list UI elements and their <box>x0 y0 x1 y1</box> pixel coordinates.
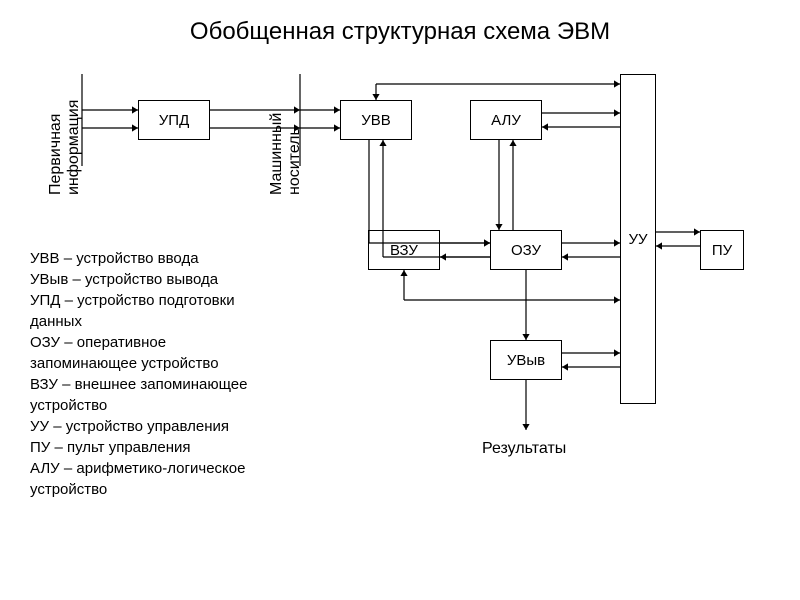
box-upd: УПД <box>138 100 210 140</box>
box-uvv: УВВ <box>340 100 412 140</box>
box-uvyv-label: УВыв <box>507 352 545 369</box>
box-ozu-label: ОЗУ <box>511 242 541 259</box>
results-label: Результаты <box>482 440 566 458</box>
box-alu: АЛУ <box>470 100 542 140</box>
box-uvv-label: УВВ <box>361 112 391 129</box>
vlabel-primary-2: информация <box>65 100 83 195</box>
vlabel-carrier-2: носитель <box>286 127 304 195</box>
box-pu-label: ПУ <box>712 242 732 259</box>
box-uvyv: УВыв <box>490 340 562 380</box>
diagram-title: Обобщенная структурная схема ЭВМ <box>0 18 800 46</box>
box-pu: ПУ <box>700 230 744 270</box>
vlabel-primary-1: Первичная <box>47 114 65 195</box>
box-ozu: ОЗУ <box>490 230 562 270</box>
box-upd-label: УПД <box>159 112 189 129</box>
box-alu-label: АЛУ <box>491 112 521 129</box>
vlabel-carrier-1: Машинный <box>268 113 286 195</box>
box-vzu-label: ВЗУ <box>390 242 418 259</box>
legend: УВВ – устройство ввода УВыв – устройство… <box>30 248 247 500</box>
box-vzu: ВЗУ <box>368 230 440 270</box>
box-uu-label: УУ <box>628 231 647 248</box>
box-uu: УУ <box>620 74 656 404</box>
